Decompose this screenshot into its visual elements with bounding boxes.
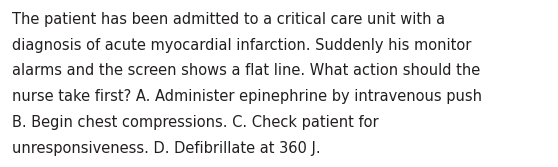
Text: B. Begin chest compressions. C. Check patient for: B. Begin chest compressions. C. Check pa… (12, 115, 379, 130)
Text: The patient has been admitted to a critical care unit with a: The patient has been admitted to a criti… (12, 12, 445, 27)
Text: alarms and the screen shows a flat line. What action should the: alarms and the screen shows a flat line.… (12, 63, 480, 78)
Text: nurse take first? A. Administer epinephrine by intravenous push: nurse take first? A. Administer epinephr… (12, 89, 482, 104)
Text: unresponsiveness. D. Defibrillate at 360 J.: unresponsiveness. D. Defibrillate at 360… (12, 141, 321, 156)
Text: diagnosis of acute myocardial infarction. Suddenly his monitor: diagnosis of acute myocardial infarction… (12, 38, 472, 53)
